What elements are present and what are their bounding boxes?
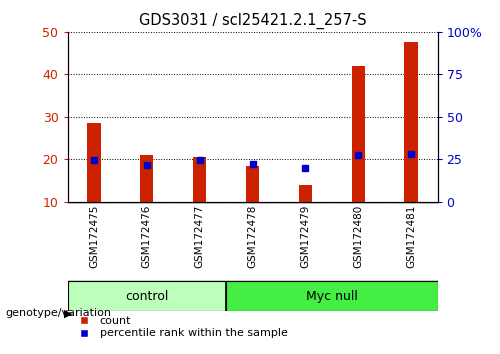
Bar xyxy=(352,66,365,202)
Text: GSM172481: GSM172481 xyxy=(406,205,416,268)
Bar xyxy=(404,42,417,202)
Bar xyxy=(246,166,259,202)
Bar xyxy=(193,157,206,202)
Text: control: control xyxy=(125,290,168,303)
Text: GSM172476: GSM172476 xyxy=(142,205,152,268)
Bar xyxy=(88,123,101,202)
Bar xyxy=(68,281,226,311)
Text: GSM172479: GSM172479 xyxy=(300,205,310,268)
Text: GSM172475: GSM172475 xyxy=(89,205,99,268)
Text: GSM172478: GSM172478 xyxy=(248,205,258,268)
Text: ▶: ▶ xyxy=(64,308,72,318)
Bar xyxy=(299,185,312,202)
Bar xyxy=(140,155,153,202)
Title: GDS3031 / scl25421.2.1_257-S: GDS3031 / scl25421.2.1_257-S xyxy=(138,13,366,29)
Text: GSM172480: GSM172480 xyxy=(353,205,363,268)
Text: GSM172477: GSM172477 xyxy=(194,205,204,268)
Bar xyxy=(226,281,438,311)
Text: genotype/variation: genotype/variation xyxy=(5,308,111,318)
Text: Myc null: Myc null xyxy=(306,290,358,303)
Legend: count, percentile rank within the sample: count, percentile rank within the sample xyxy=(73,316,288,338)
